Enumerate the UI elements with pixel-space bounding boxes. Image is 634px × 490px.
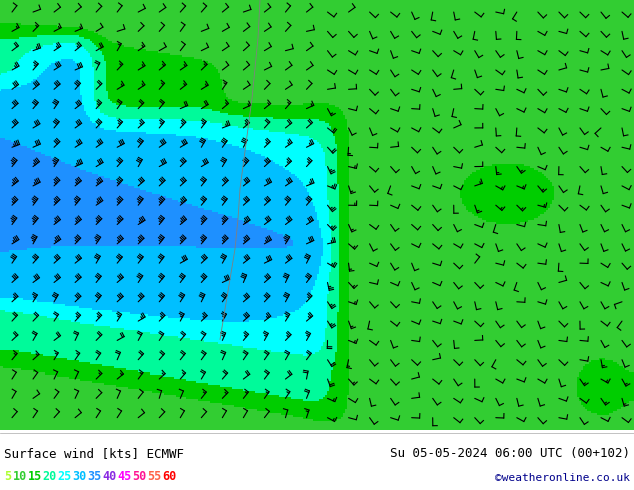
Text: 45: 45 [117, 470, 132, 483]
Text: 50: 50 [133, 470, 146, 483]
Text: Surface wind [kts] ECMWF: Surface wind [kts] ECMWF [4, 446, 184, 460]
Text: 35: 35 [87, 470, 101, 483]
Text: 15: 15 [27, 470, 42, 483]
Text: 25: 25 [58, 470, 72, 483]
Text: Su 05-05-2024 06:00 UTC (00+102): Su 05-05-2024 06:00 UTC (00+102) [390, 446, 630, 460]
Text: 5: 5 [4, 470, 11, 483]
Text: 60: 60 [162, 470, 177, 483]
Text: 10: 10 [13, 470, 27, 483]
Text: 55: 55 [148, 470, 162, 483]
Text: 20: 20 [42, 470, 57, 483]
Text: 40: 40 [103, 470, 117, 483]
Text: ©weatheronline.co.uk: ©weatheronline.co.uk [495, 473, 630, 483]
Text: 30: 30 [72, 470, 87, 483]
